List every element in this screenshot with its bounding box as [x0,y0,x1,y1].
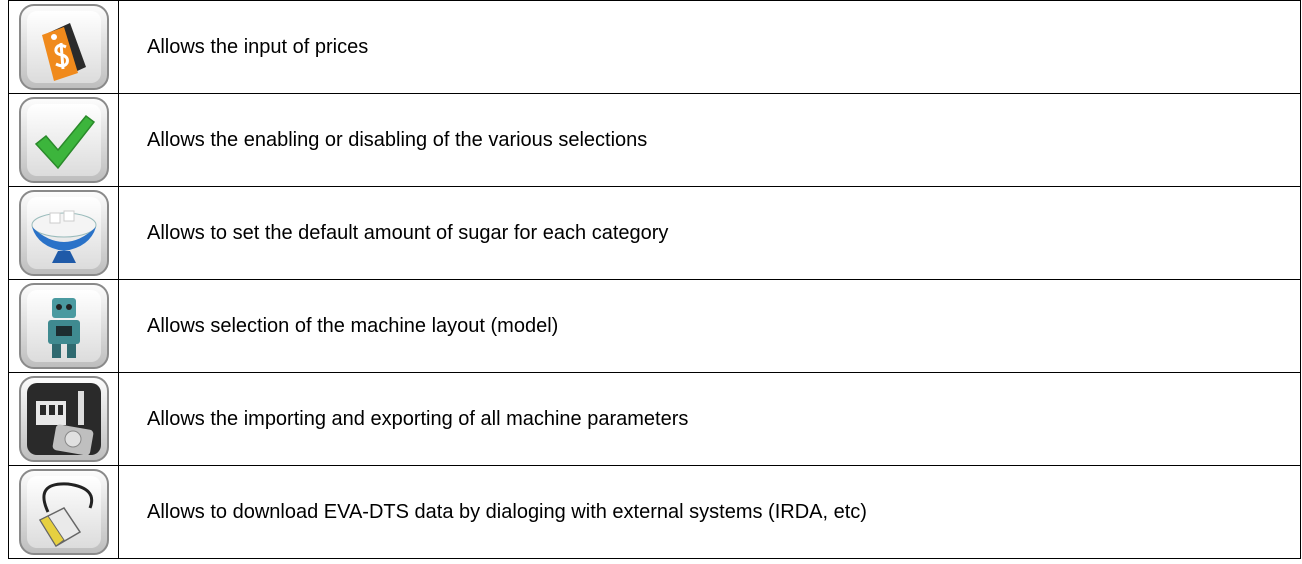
icon-cell [8,0,119,94]
row: Allows the importing and exporting of al… [8,372,1301,466]
icon-cell [8,186,119,280]
description: Allows the input of prices [118,0,1301,94]
description: Allows to download EVA-DTS data by dialo… [118,465,1301,559]
icon-cell [8,465,119,559]
row: Allows selection of the machine layout (… [8,279,1301,373]
feature-table: Allows the input of prices Allows the en… [8,0,1301,559]
row: Allows the enabling or disabling of the … [8,93,1301,187]
price-icon [18,4,109,90]
row: Allows the input of prices [8,0,1301,94]
selection-icon [18,97,109,183]
icon-cell [8,372,119,466]
description: Allows selection of the machine layout (… [118,279,1301,373]
description: Allows the enabling or disabling of the … [118,93,1301,187]
icon-cell [8,93,119,187]
eva-dts-icon [18,469,109,555]
import-export-icon [18,376,109,462]
row: Allows to download EVA-DTS data by dialo… [8,465,1301,559]
description: Allows to set the default amount of suga… [118,186,1301,280]
sugar-icon [18,190,109,276]
icon-cell [8,279,119,373]
description: Allows the importing and exporting of al… [118,372,1301,466]
row: Allows to set the default amount of suga… [8,186,1301,280]
model-icon [18,283,109,369]
